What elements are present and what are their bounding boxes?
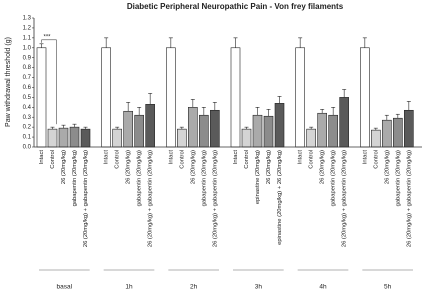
bar: [210, 109, 220, 148]
x-tick-label: epinastine (20mg/kg): [255, 150, 261, 204]
x-tick-label: 26 (20mg/kg) + gabapentin (20mg/kg): [83, 150, 89, 247]
group-label: 1h: [125, 284, 133, 291]
bar: [306, 128, 316, 148]
y-tick-label: 1.0: [23, 45, 32, 51]
bar: [112, 128, 122, 148]
bar: [404, 109, 414, 148]
x-tick-label: epinastine (20mg/kg) + 26 (20mg/kg): [277, 150, 283, 245]
x-tick-label: 26 (20mg/kg): [126, 150, 132, 184]
x-tick-label: 26 (20mg/kg) + gabapentin (20mg/kg): [212, 150, 218, 247]
x-tick-label: Control: [244, 150, 250, 169]
x-tick-label: 26 (20mg/kg): [320, 150, 326, 184]
y-tick-label: 0.9: [23, 55, 32, 61]
x-tick-label: 26 (20mg/kg): [266, 150, 272, 184]
bar: [166, 47, 176, 148]
bar: [58, 127, 69, 148]
y-tick-label: 0.6: [23, 85, 32, 91]
y-tick-label: 0.7: [23, 75, 32, 81]
x-tick-label: Control: [373, 150, 379, 169]
bar: [241, 128, 252, 148]
group-label: 2h: [190, 284, 198, 291]
y-tick-label: 1.3: [23, 16, 32, 22]
group-label: basal: [57, 284, 73, 291]
y-tick-label: 0.3: [23, 115, 32, 121]
bar: [145, 104, 155, 148]
bar: [47, 128, 58, 148]
x-tick-label: Intact: [362, 150, 368, 165]
x-tick-label: Intact: [298, 150, 304, 165]
significance-label: ***: [43, 34, 51, 40]
x-tick-label: 26 (20mg/kg) + gabapentin (20mg/kg): [406, 150, 412, 247]
bar: [252, 114, 263, 148]
bar: [274, 103, 285, 148]
bar: [134, 114, 144, 148]
x-tick-label: 26 (20mg/kg) + gabapentin (20mg/kg): [148, 150, 154, 247]
bar: [199, 114, 209, 148]
y-tick-label: 0.5: [23, 95, 32, 101]
y-tick-label: 0.2: [23, 125, 32, 131]
x-tick-label: gabapentin (20mg/kg): [201, 150, 207, 206]
bar: [69, 126, 80, 148]
x-tick-label: Control: [309, 150, 315, 169]
y-tick-label: 0.8: [23, 65, 32, 71]
x-tick-label: Control: [115, 150, 121, 169]
group-label: 5h: [384, 284, 392, 291]
y-tick-label: 1.2: [23, 26, 32, 32]
bar: [101, 47, 111, 148]
y-tick-label: 0.1: [23, 135, 32, 141]
bar: [371, 129, 381, 148]
x-tick-label: Intact: [168, 150, 174, 165]
bar: [328, 114, 338, 148]
group-label: 4h: [319, 284, 327, 291]
x-tick-label: gabapentin (20mg/kg): [72, 150, 78, 206]
bar: [80, 128, 91, 148]
x-tick-label: gabapentin (20mg/kg): [137, 150, 143, 206]
group-label: 3h: [255, 284, 263, 291]
x-tick-label: 26 (20mg/kg): [384, 150, 390, 184]
x-tick-label: Control: [179, 150, 185, 169]
bar: [230, 47, 241, 148]
y-tick-label: 1.1: [23, 35, 32, 41]
x-tick-label: 26 (20mg/kg) + gabapentin (20mg/kg): [342, 150, 348, 247]
bar: [382, 119, 392, 148]
bar: [188, 107, 198, 148]
bar: [339, 97, 349, 148]
y-axis-label: Paw withdrawal threshold (g): [5, 37, 12, 127]
x-tick-label: Control: [50, 150, 56, 169]
x-tick-label: gabapentin (20mg/kg): [331, 150, 337, 206]
bar: [123, 110, 133, 148]
bar: [393, 117, 403, 148]
x-tick-label: Intact: [233, 150, 239, 165]
significance-bracket: [41, 39, 57, 125]
bar: [360, 47, 370, 148]
chart-title: Diabetic Peripheral Neuropathic Pain - V…: [127, 2, 344, 11]
bar: [177, 128, 187, 148]
bar: [295, 47, 305, 148]
x-tick-label: 26 (20mg/kg): [61, 150, 67, 184]
bar: [263, 115, 274, 148]
x-tick-label: Intact: [39, 150, 45, 165]
bar: [36, 47, 47, 148]
x-tick-label: 26 (20mg/kg): [190, 150, 196, 184]
x-tick-label: gabapentin (20mg/kg): [395, 150, 401, 206]
x-tick-label: Intact: [104, 150, 110, 165]
bar: [317, 112, 327, 148]
y-tick-label: 0.0: [23, 145, 32, 151]
y-tick-label: 0.4: [23, 105, 32, 111]
